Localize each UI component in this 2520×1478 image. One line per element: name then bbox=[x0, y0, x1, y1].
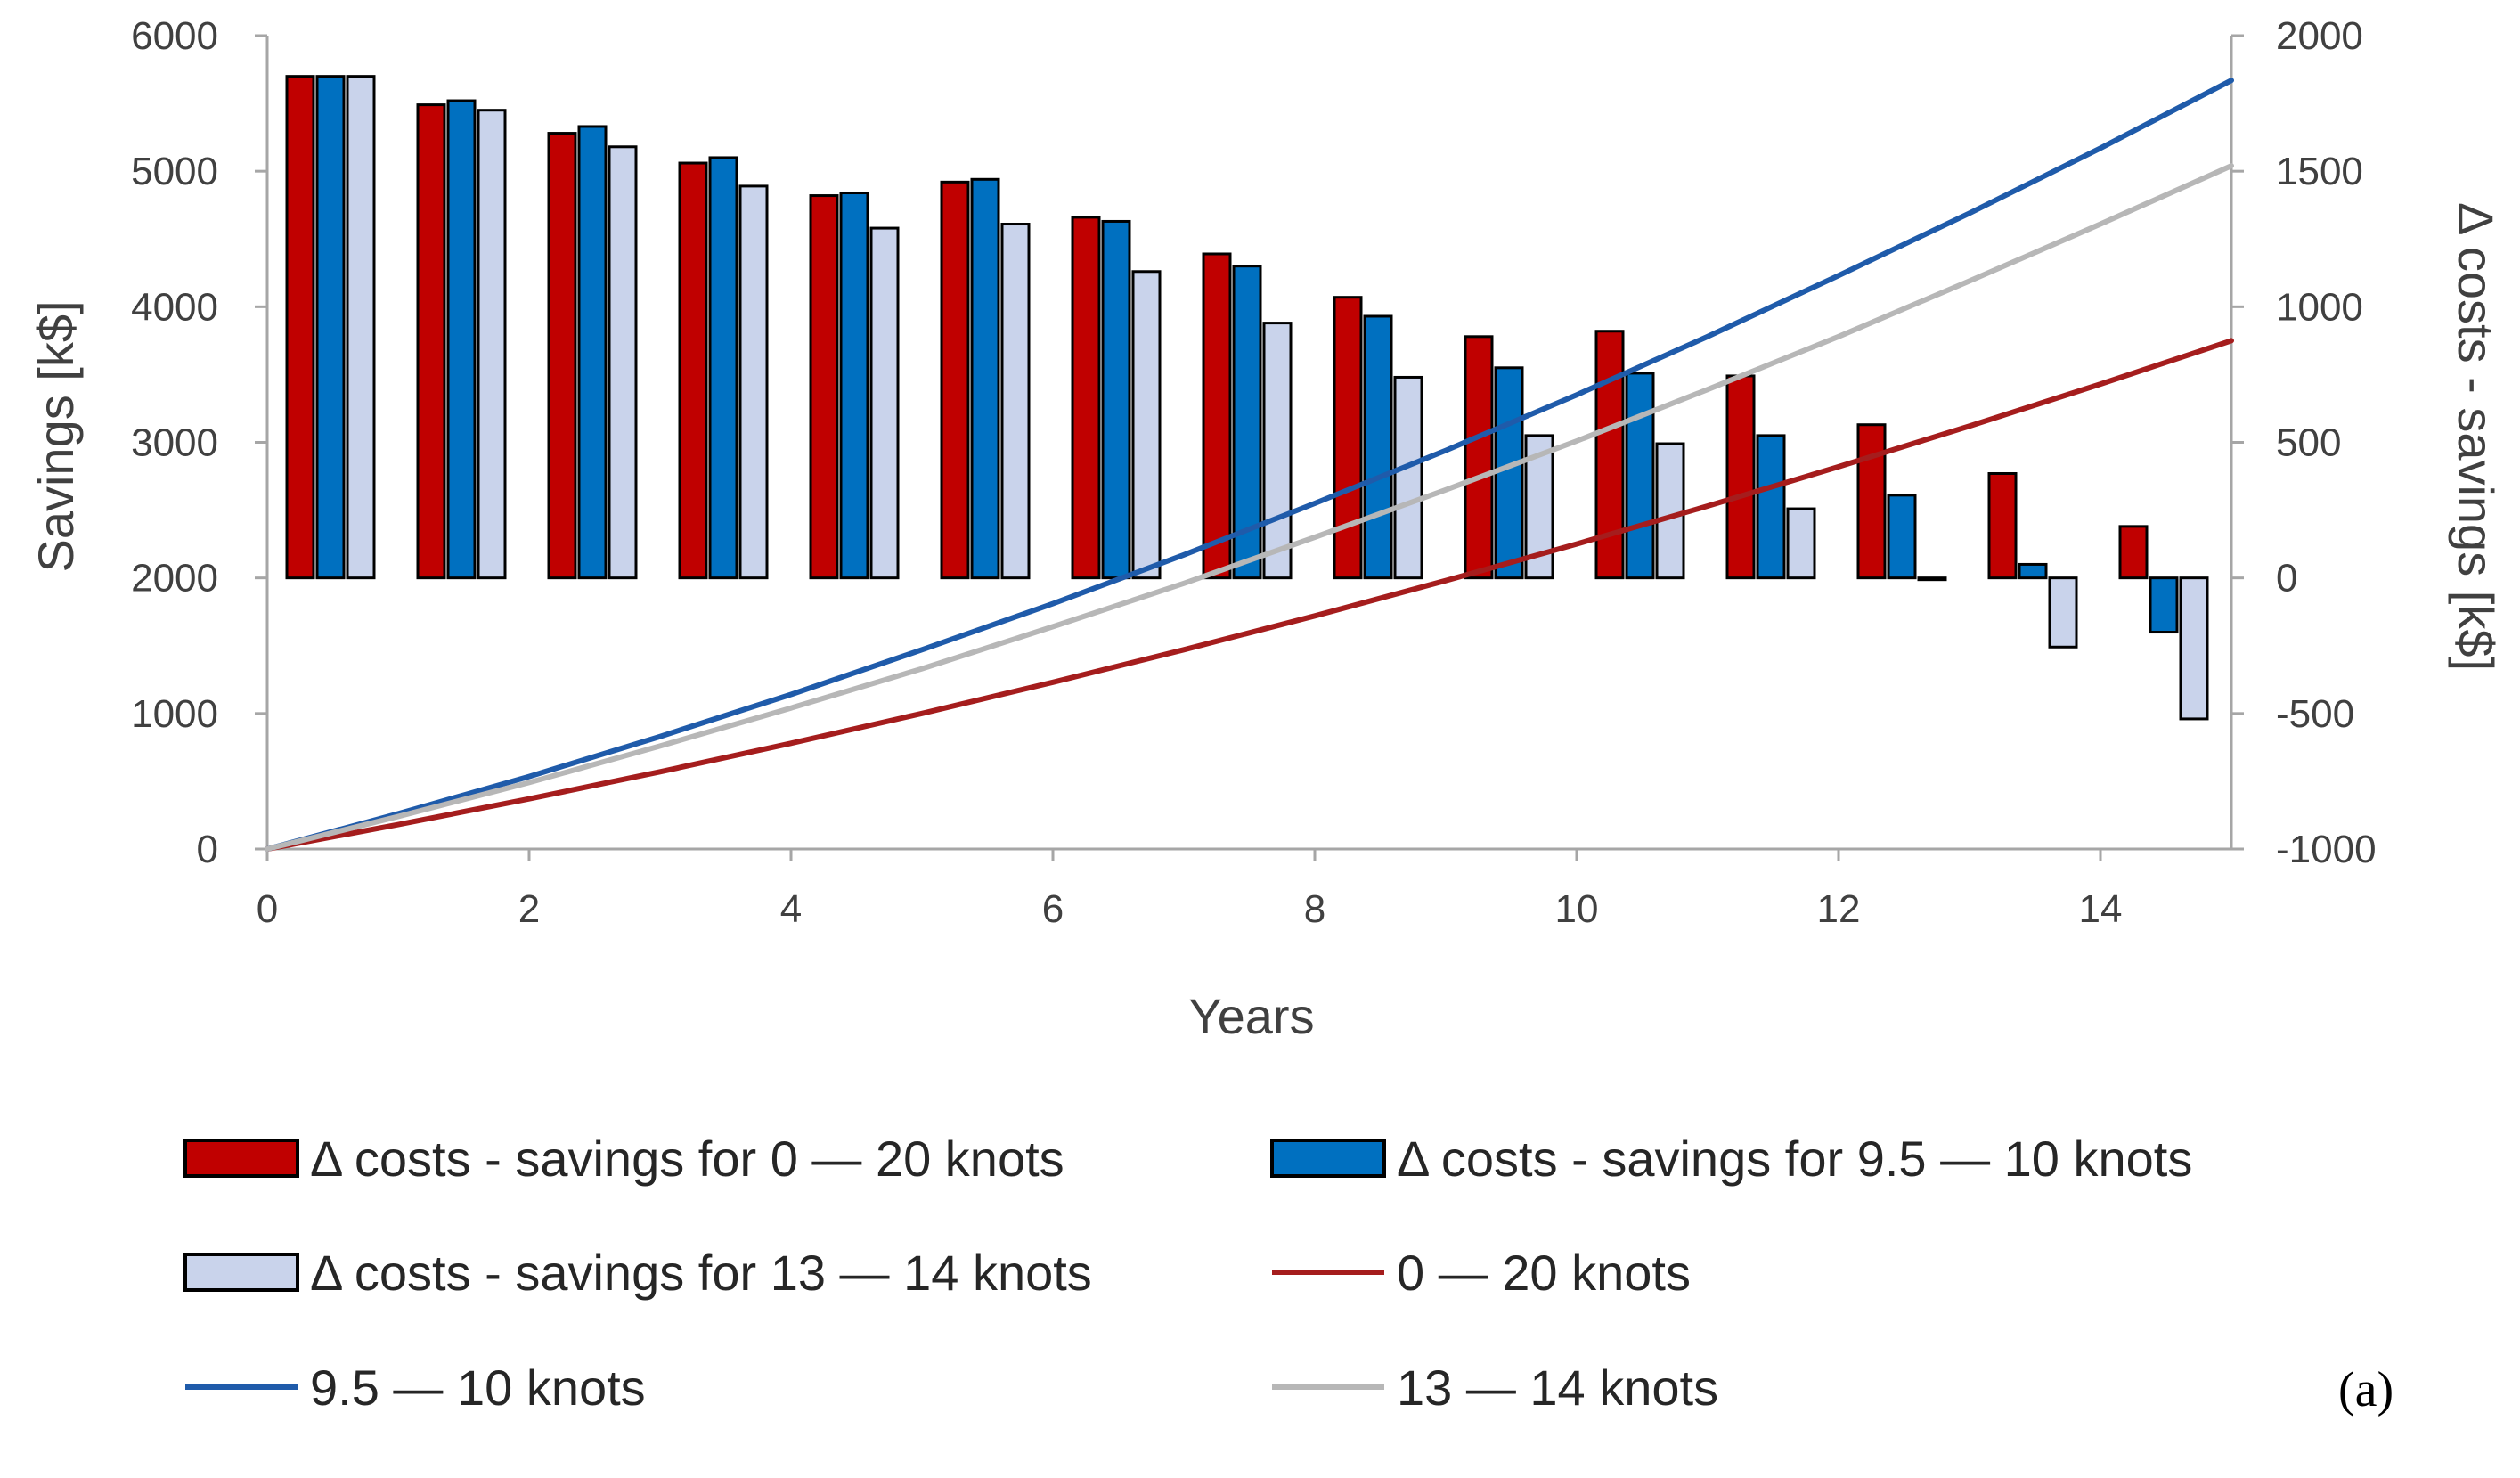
panel-label: (a) bbox=[2338, 1362, 2394, 1417]
x-axis-title: Years bbox=[1188, 988, 1314, 1044]
y-right-tick-label: 1000 bbox=[2276, 285, 2363, 329]
bar-blue-year-2 bbox=[577, 125, 608, 580]
y-left-tick-label: 1000 bbox=[131, 692, 218, 736]
bar-lightblue-year-2 bbox=[608, 145, 638, 580]
line-line_red bbox=[265, 338, 2234, 852]
y-right-tick-label: 0 bbox=[2276, 557, 2297, 600]
tick-labels: 0 1000 2000 3000 4000 5000 6000 -1000 -500 0 500 10… bbox=[131, 14, 2376, 931]
bar-red-year-9 bbox=[1464, 335, 1494, 580]
y-left-tick-label: 4000 bbox=[131, 285, 218, 329]
bar-lightblue-year-14 bbox=[2179, 576, 2209, 721]
bar-red-year-2 bbox=[547, 132, 577, 580]
x-tick-label: 14 bbox=[2079, 887, 2123, 931]
bar-red-year-7 bbox=[1202, 252, 1232, 580]
bar-red-year-10 bbox=[1594, 330, 1625, 580]
bar-red-year-12 bbox=[1856, 423, 1887, 580]
bar-red-year-3 bbox=[678, 161, 708, 580]
bar-red-year-8 bbox=[1333, 296, 1363, 580]
bars bbox=[285, 75, 2209, 721]
x-tick-label: 0 bbox=[257, 887, 278, 931]
y-left-tick-label: 3000 bbox=[131, 421, 218, 465]
legend-label: 13 — 14 knots bbox=[1397, 1360, 1718, 1416]
bar-red-year-6 bbox=[1071, 216, 1101, 580]
bar-blue-year-0 bbox=[315, 75, 346, 580]
bar-blue-year-10 bbox=[1625, 372, 1655, 580]
bar-blue-year-6 bbox=[1101, 219, 1131, 580]
y-left-axis-title: Savings [k$] bbox=[28, 300, 84, 572]
bar-red-year-5 bbox=[940, 180, 970, 580]
bar-blue-year-9 bbox=[1494, 366, 1524, 580]
x-tick-label: 2 bbox=[518, 887, 540, 931]
bar-blue-year-5 bbox=[970, 177, 1000, 580]
bar-red-year-11 bbox=[1725, 374, 1756, 580]
bar-red-year-0 bbox=[285, 75, 315, 580]
bar-lightblue-year-7 bbox=[1262, 322, 1293, 580]
y-left-tick-label: 6000 bbox=[131, 14, 218, 58]
y-right-tick-label: 500 bbox=[2276, 421, 2341, 465]
bar-blue-year-12 bbox=[1887, 494, 1917, 580]
x-tick-label: 10 bbox=[1555, 887, 1599, 931]
legend-label: Δ costs - savings for 0 — 20 knots bbox=[310, 1131, 1064, 1187]
bar-red-year-13 bbox=[1987, 471, 2018, 580]
legend-swatch-red bbox=[183, 1139, 299, 1178]
bar-lightblue-year-10 bbox=[1655, 442, 1685, 580]
bar-lightblue-year-4 bbox=[869, 226, 900, 580]
legend-swatch-blue bbox=[1270, 1139, 1386, 1178]
legend-label: 9.5 — 10 knots bbox=[310, 1360, 646, 1416]
y-right-tick-label: -500 bbox=[2276, 692, 2354, 736]
y-right-tick-label: -1000 bbox=[2276, 828, 2377, 871]
bar-lightblue-year-13 bbox=[2048, 576, 2078, 649]
bar-lightblue-year-11 bbox=[1786, 507, 1816, 580]
legend-label: Δ costs - savings for 13 — 14 knots bbox=[310, 1245, 1092, 1301]
legend-swatch-lightblue bbox=[183, 1253, 299, 1292]
x-tick-label: 8 bbox=[1304, 887, 1325, 931]
bar-lightblue-year-0 bbox=[346, 75, 376, 580]
line-line_gray bbox=[265, 163, 2234, 852]
axes bbox=[255, 34, 2244, 861]
x-tick-label: 6 bbox=[1042, 887, 1064, 931]
bar-blue-year-14 bbox=[2149, 576, 2179, 634]
bar-lightblue-year-6 bbox=[1131, 270, 1162, 580]
bar-blue-year-13 bbox=[2018, 562, 2048, 580]
bar-red-year-14 bbox=[2118, 525, 2149, 580]
bar-lightblue-year-3 bbox=[738, 184, 769, 580]
bar-blue-year-8 bbox=[1363, 314, 1393, 580]
legend-label: Δ costs - savings for 9.5 — 10 knots bbox=[1397, 1131, 2192, 1187]
bar-red-year-4 bbox=[809, 194, 839, 580]
x-tick-label: 12 bbox=[1817, 887, 1861, 931]
y-left-tick-label: 2000 bbox=[131, 557, 218, 600]
line-line_blue bbox=[265, 78, 2234, 852]
bar-lightblue-year-8 bbox=[1393, 375, 1423, 580]
bar-blue-year-7 bbox=[1232, 265, 1262, 580]
bar-blue-year-11 bbox=[1756, 434, 1786, 580]
bar-blue-year-1 bbox=[446, 99, 477, 580]
bar-red-year-1 bbox=[416, 103, 446, 580]
y-left-tick-label: 0 bbox=[197, 828, 218, 871]
x-tick-label: 4 bbox=[780, 887, 802, 931]
legend-label: 0 — 20 knots bbox=[1397, 1245, 1691, 1301]
y-left-tick-label: 5000 bbox=[131, 150, 218, 193]
bar-lightblue-year-1 bbox=[477, 109, 507, 580]
bar-lightblue-year-5 bbox=[1000, 223, 1031, 580]
bar-lightblue-year-12 bbox=[1917, 576, 1947, 582]
y-right-axis-title: Δ costs - savings [k$] bbox=[2448, 202, 2504, 671]
bar-blue-year-4 bbox=[839, 192, 869, 580]
y-right-tick-label: 2000 bbox=[2276, 14, 2363, 58]
lines bbox=[265, 78, 2234, 852]
legend: Δ costs - savings for 0 — 20 knots Δ cost… bbox=[183, 1131, 2192, 1416]
bar-blue-year-3 bbox=[708, 156, 738, 580]
y-right-tick-label: 1500 bbox=[2276, 150, 2363, 193]
